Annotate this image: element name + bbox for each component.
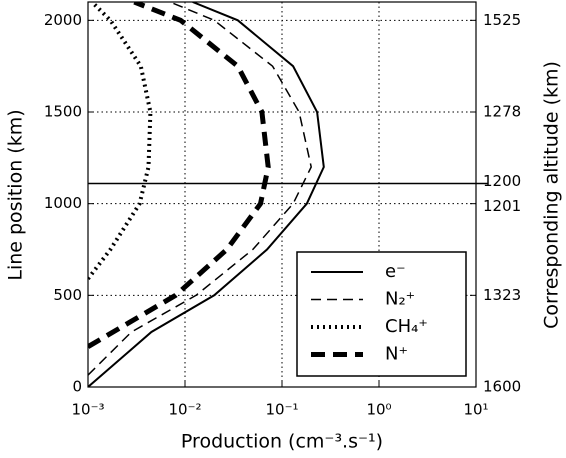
x-tick-label: 10⁻¹: [265, 401, 298, 419]
legend-label: e⁻: [385, 261, 406, 282]
plot-frame: [87, 1, 477, 388]
plot-area: [88, 2, 325, 387]
y-tick-label: 2000: [44, 11, 82, 29]
legend-label: CH₄⁺: [385, 316, 428, 337]
x-tick-label: 10⁰: [366, 401, 391, 419]
x-axis-label: Production (cm⁻³.s⁻¹): [181, 431, 383, 453]
series-line: [88, 2, 312, 376]
y2-tick-label: 1525: [483, 11, 521, 29]
y-tick-label: 0: [72, 378, 82, 396]
y2-axis-label: Corresponding altitude (km): [541, 61, 563, 329]
y-tick-label: 500: [53, 286, 82, 304]
legend-label: N₂⁺: [385, 289, 415, 310]
x-tick-label: 10⁻³: [71, 401, 104, 419]
series-line: [88, 2, 271, 349]
y2-tick-label: 1323: [483, 286, 521, 304]
y2-tick-label: 1600: [483, 378, 521, 396]
x-tick-label: 10¹: [463, 401, 488, 419]
y2-tick-label: 1201: [483, 197, 521, 215]
y-tick-label: 1500: [44, 103, 82, 121]
y2-tick-label: 1200: [483, 172, 521, 190]
legend-box: [296, 251, 467, 377]
x-tick-label: 10⁻²: [168, 401, 201, 419]
y-axis-label: Line position (km): [5, 109, 27, 280]
series-line: [88, 2, 153, 281]
y-tick-label: 1000: [44, 194, 82, 212]
legend-label: N⁺: [385, 344, 408, 365]
y2-tick-label: 1278: [483, 103, 521, 121]
series-line: [88, 2, 325, 387]
